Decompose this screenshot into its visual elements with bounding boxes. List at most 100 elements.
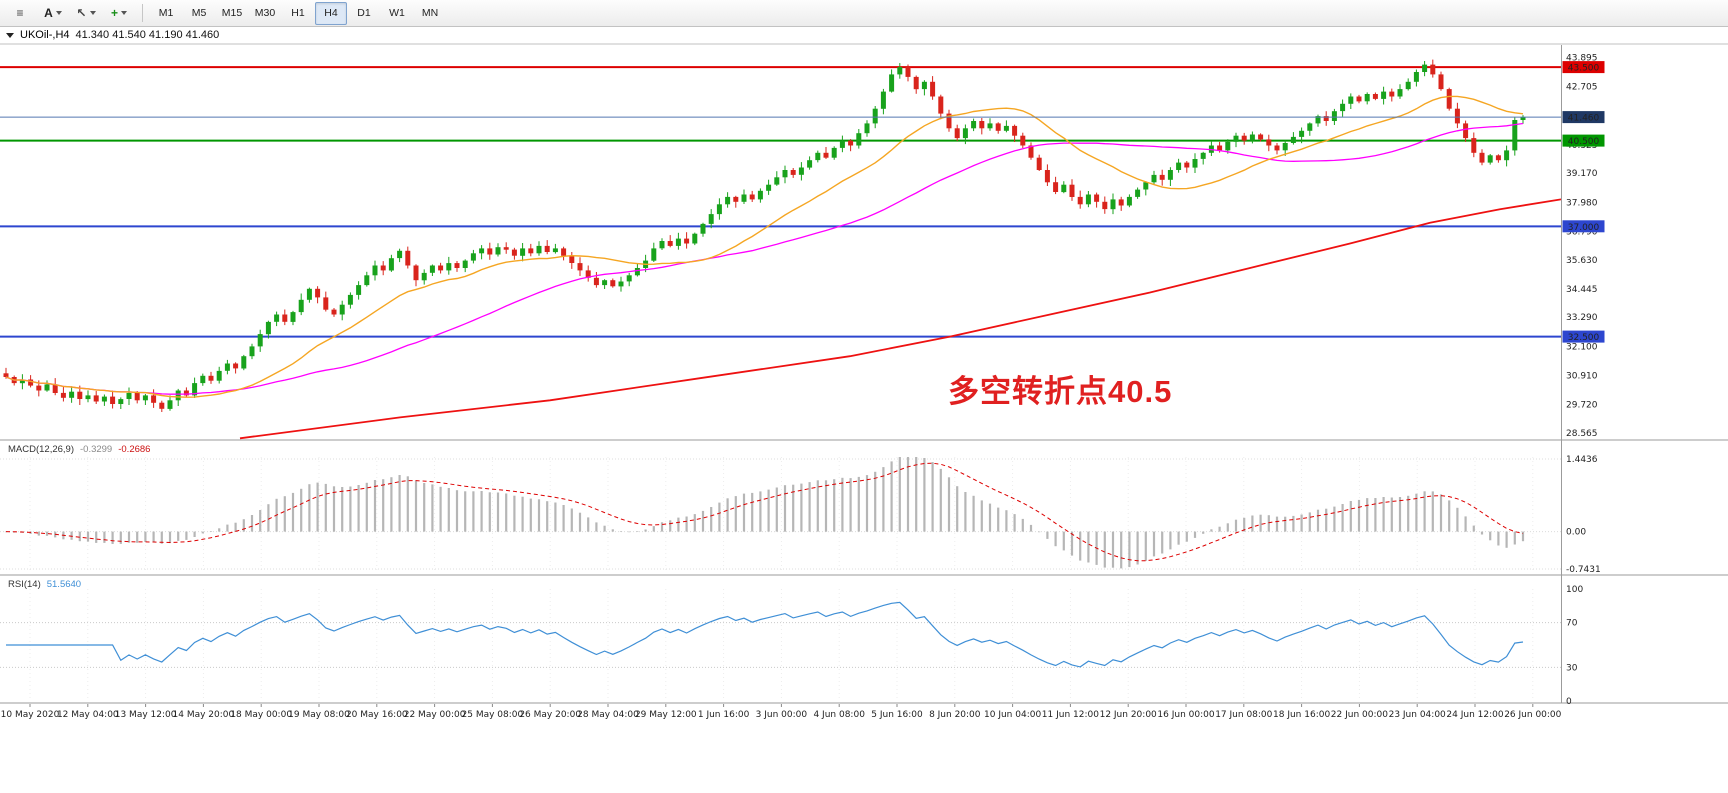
candle-body <box>274 314 280 322</box>
candle-body <box>503 247 509 250</box>
macd-bar <box>742 493 746 532</box>
macd-bar <box>1513 531 1516 545</box>
candle-body <box>1413 72 1419 82</box>
candle-body <box>77 391 83 399</box>
macd-bar <box>1079 531 1082 561</box>
macd-bar <box>775 487 778 532</box>
time-axis-label: 20 May 16:00 <box>346 710 408 720</box>
time-axis-label: 18 Jun 16:00 <box>1273 710 1330 720</box>
timeframe-button-m1[interactable]: M1 <box>158 7 174 19</box>
macd-bar <box>1169 531 1172 550</box>
timeframe-button-m15[interactable]: M15 <box>221 7 243 19</box>
text-tool-icon[interactable]: A <box>37 2 69 25</box>
candle-body <box>1315 116 1321 124</box>
macd-bar <box>1300 514 1303 532</box>
candle-body <box>1422 64 1428 72</box>
candle-body <box>1299 130 1305 137</box>
candle-body <box>495 247 501 255</box>
candle-body <box>659 241 665 249</box>
time-axis-label: 23 Jun 04:00 <box>1389 710 1446 720</box>
candle-body <box>618 281 624 287</box>
candle-body <box>1151 174 1157 183</box>
macd-bar <box>1054 531 1057 547</box>
candle-body <box>725 196 731 205</box>
chart-dropdown-icon[interactable] <box>6 32 14 38</box>
timeframe-button-h1[interactable]: H1 <box>291 7 305 19</box>
macd-signal-line <box>5 462 1524 562</box>
macd-bar <box>1210 529 1213 532</box>
menu-icon[interactable]: ≡ <box>4 2 36 25</box>
macd-bar <box>726 498 729 532</box>
timeframe-button-m5[interactable]: M5 <box>191 7 207 19</box>
candle-body <box>1085 194 1091 205</box>
candle-body <box>1504 150 1510 161</box>
timeframe-button-h4[interactable]: H4 <box>315 1 347 25</box>
timeframe-button-w1[interactable]: W1 <box>389 7 405 19</box>
candle-body <box>323 297 329 310</box>
candle-body <box>741 194 747 202</box>
candle-body <box>290 312 296 322</box>
macd-bar <box>1005 510 1008 532</box>
toolbar-separator <box>142 4 143 22</box>
macd-bar <box>177 531 180 541</box>
candle-body <box>1290 136 1296 143</box>
macd-bar <box>152 531 155 543</box>
macd-bar <box>382 479 385 532</box>
candle-body <box>749 194 755 200</box>
timeframe-button-d1[interactable]: D1 <box>357 7 371 19</box>
macd-bar <box>611 529 614 532</box>
time-axis-label: 22 May 00:00 <box>404 710 466 720</box>
candle-body <box>282 314 288 322</box>
candle-body <box>708 214 714 224</box>
candle-body <box>864 123 870 134</box>
macd-bar <box>1333 506 1336 532</box>
macd-bar <box>619 531 623 532</box>
macd-bar <box>136 531 139 543</box>
macd-bar <box>841 477 844 532</box>
macd-bar <box>980 500 983 532</box>
candle-body <box>1003 125 1009 131</box>
candle-body <box>930 81 936 97</box>
candle-body <box>1192 159 1198 168</box>
candle-body <box>1159 174 1165 180</box>
candle-body <box>1266 139 1272 146</box>
cursor-tool-icon[interactable]: ↖ <box>70 2 102 25</box>
candle-body <box>782 170 788 178</box>
macd-bar <box>1308 512 1311 532</box>
rsi-scale-label: 0 <box>1566 697 1572 707</box>
candle-body <box>454 263 460 268</box>
macd-bar <box>587 517 590 532</box>
price-axis-label: 36.790 <box>1566 228 1598 238</box>
macd-bar <box>997 507 1000 532</box>
macd-bar <box>521 496 524 532</box>
macd-bar <box>1087 531 1090 563</box>
candle-body <box>159 402 165 409</box>
macd-bar <box>988 503 992 532</box>
candle-body <box>585 270 591 278</box>
macd-scale-label: 1.4436 <box>1566 455 1598 465</box>
macd-bar <box>103 531 106 543</box>
price-axis-label: 43.895 <box>1566 53 1598 63</box>
time-axis-label: 28 May 04:00 <box>577 710 639 720</box>
timeframe-button-mn[interactable]: MN <box>421 7 439 19</box>
candle-body <box>36 385 42 391</box>
macd-bar <box>890 461 893 532</box>
price-axis-label: 35.630 <box>1566 256 1598 266</box>
price-axis-label: 29.720 <box>1566 401 1598 411</box>
timeframe-button-m30[interactable]: M30 <box>254 7 276 19</box>
candle-body <box>265 321 271 335</box>
candle-body <box>347 294 353 305</box>
chart-canvas[interactable]: 43.89542.70541.51540.32539.17037.98036.7… <box>0 27 1728 793</box>
chevron-down-icon <box>89 11 96 15</box>
macd-bar <box>1202 531 1205 534</box>
candle-body <box>1217 145 1223 151</box>
candle-body <box>1126 196 1132 206</box>
macd-bar <box>1325 508 1328 532</box>
candle-body <box>872 108 878 124</box>
candle-body <box>807 160 813 168</box>
candle-body <box>610 280 616 287</box>
macd-bar <box>529 498 532 532</box>
add-indicator-icon[interactable]: + <box>103 2 135 25</box>
macd-bar <box>734 496 737 532</box>
macd-bar <box>906 457 910 532</box>
